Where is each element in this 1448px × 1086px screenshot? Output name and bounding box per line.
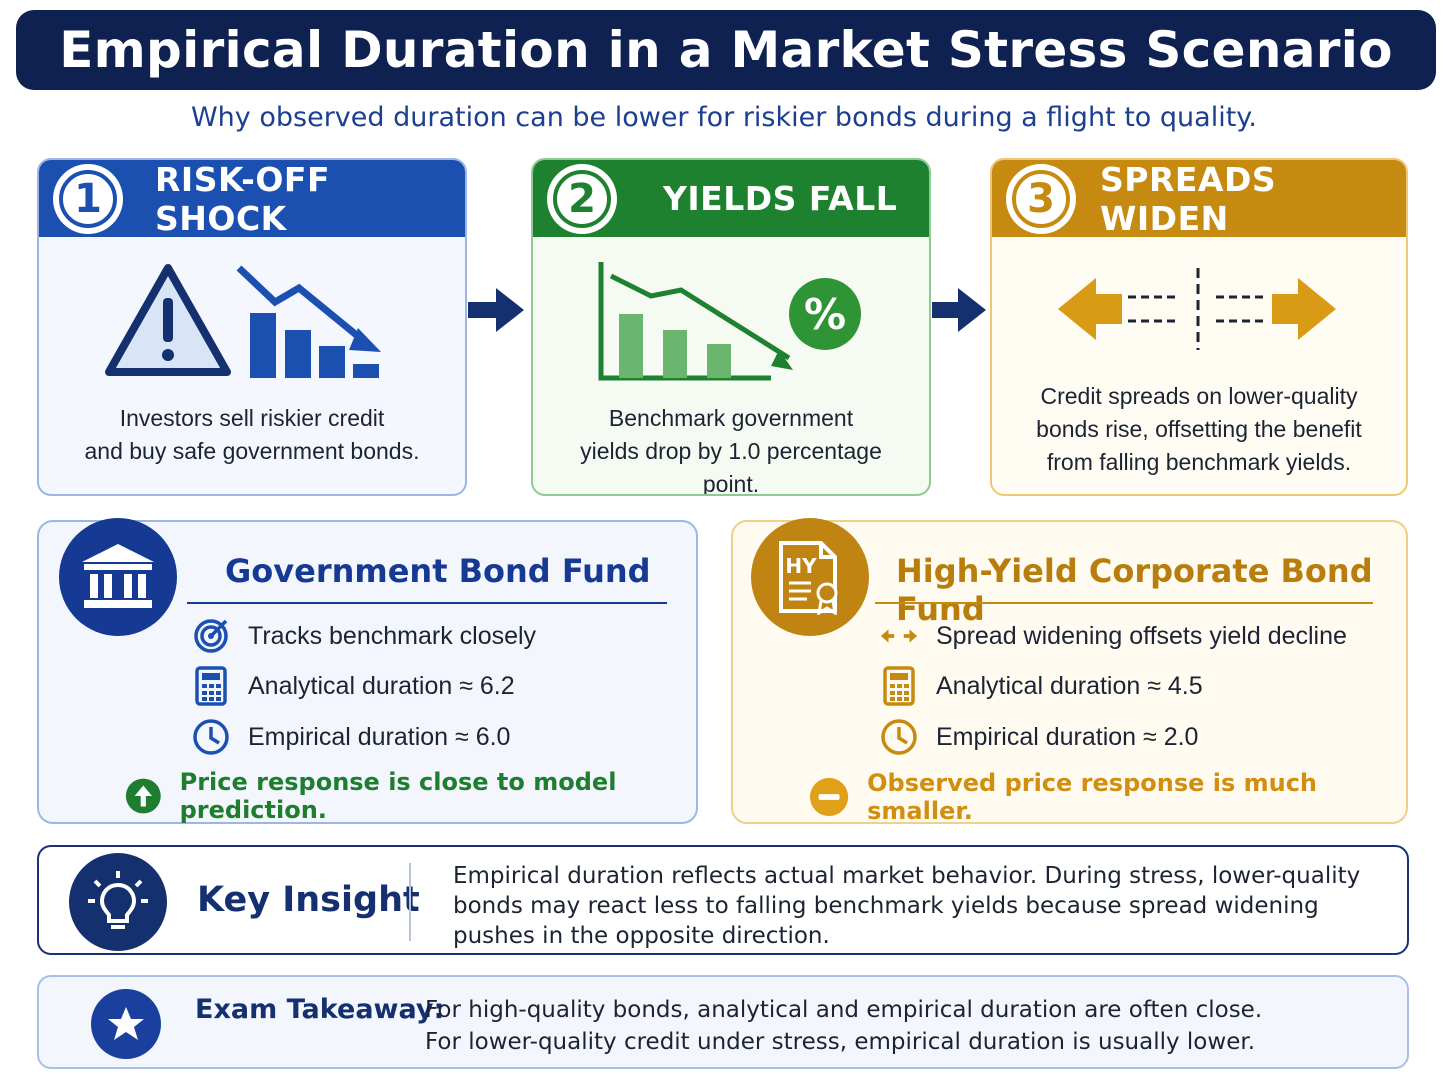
warning-falling-chart-icon (105, 264, 381, 378)
key-insight-label: Key Insight (197, 880, 420, 920)
fund-row-text: Empirical duration ≈ 6.0 (248, 722, 511, 751)
page-subtitle: Why observed duration can be lower for r… (190, 102, 1258, 133)
step-line: and buy safe government bonds. (84, 438, 420, 464)
step-card-spreads-widen: 3 SPREADS WIDEN Credit spreads on lower-… (990, 158, 1408, 496)
fund-row: Analytical duration ≈ 4.5 (879, 666, 1203, 706)
double-arrow-icon (879, 616, 919, 656)
step-header: 3 SPREADS WIDEN (992, 159, 1406, 238)
step-number-badge: 1 (53, 164, 123, 234)
exam-takeaway-line: For high-quality bonds, analytical and e… (425, 997, 1263, 1023)
step-card-risk-off-shock: 1 RISK-OFF SHOCK Investors sell riskier … (37, 158, 467, 496)
fund-row: Spread widening offsets yield decline (879, 616, 1347, 656)
fund-note: Price response is close to model predict… (125, 768, 696, 824)
step-description: Benchmark government yields drop by 1.0 … (533, 402, 929, 496)
hy-label: HY (785, 554, 817, 578)
step-description: Investors sell riskier credit and buy sa… (39, 402, 465, 468)
hy-certificate-icon: HY (751, 518, 869, 636)
bank-building-icon (59, 518, 177, 636)
divider (409, 863, 411, 941)
step-line: bonds rise, offsetting the benefit (1036, 416, 1362, 442)
high-yield-fund-panel: HY High-Yield Corporate Bond Fund Spread… (731, 518, 1408, 825)
step-header: 1 RISK-OFF SHOCK (39, 159, 465, 238)
star-icon (91, 989, 161, 1059)
fund-row-text: Spread widening offsets yield decline (936, 621, 1347, 650)
step-header: 2 YIELDS FALL (533, 160, 929, 237)
fund-row-text: Analytical duration ≈ 6.2 (248, 671, 515, 700)
step-line: Investors sell riskier credit (119, 405, 385, 431)
target-icon (191, 616, 231, 656)
clock-icon (879, 717, 919, 757)
government-bond-fund-panel: Government Bond Fund Tracks benchmark cl… (37, 518, 698, 824)
page-title: Empirical Duration in a Market Stress Sc… (59, 21, 1393, 79)
lightbulb-icon (69, 853, 167, 951)
fund-row: Tracks benchmark closely (191, 616, 536, 656)
step-line: Credit spreads on lower-quality (1040, 383, 1358, 409)
fund-note-text: Price response is close to model predict… (179, 768, 617, 824)
falling-yield-chart-icon: % (598, 262, 861, 381)
flow-arrow-icon (468, 288, 524, 332)
divider (187, 602, 667, 604)
key-insight-text: Empirical duration reflects actual marke… (453, 863, 1361, 949)
calculator-icon (191, 666, 231, 706)
exam-takeaway-line: For lower-quality credit under stress, e… (425, 1029, 1255, 1055)
percent-icon: % (804, 290, 846, 339)
title-bar: Empirical Duration in a Market Stress Sc… (16, 10, 1436, 90)
fund-row-text: Empirical duration ≈ 2.0 (936, 722, 1199, 751)
clock-icon (191, 717, 231, 757)
fund-row: Empirical duration ≈ 2.0 (879, 717, 1198, 757)
step-title: RISK-OFF SHOCK (155, 159, 330, 238)
key-insight-panel: Key Insight Empirical duration reflects … (37, 845, 1409, 955)
arrow-up-circle-icon (125, 778, 161, 814)
fund-row: Analytical duration ≈ 6.2 (191, 666, 515, 706)
fund-note-text: Observed price response is much smaller. (867, 769, 1318, 825)
fund-row-text: Analytical duration ≈ 4.5 (936, 671, 1203, 700)
step-title: SPREADS WIDEN (1100, 159, 1277, 238)
flow-arrow-icon (932, 288, 986, 332)
step-card-yields-fall: 2 YIELDS FALL % Benchmark government yie… (531, 158, 931, 496)
fund-title: High-Yield Corporate Bond Fund (896, 552, 1373, 628)
step-number-badge: 2 (547, 164, 617, 234)
step-line: Benchmark government (608, 405, 854, 431)
step-line: from falling benchmark yields. (1046, 449, 1352, 475)
minus-circle-icon (809, 777, 849, 817)
widening-arrows-icon (1058, 268, 1336, 350)
step-number-badge: 3 (1006, 164, 1076, 234)
fund-title: Government Bond Fund (225, 552, 651, 590)
step-line: yields drop by 1.0 percentage point. (580, 438, 882, 496)
exam-takeaway-panel: Exam Takeaway: For high-quality bonds, a… (37, 975, 1409, 1069)
step-description: Credit spreads on lower-quality bonds ri… (992, 380, 1406, 479)
fund-row-text: Tracks benchmark closely (248, 621, 537, 650)
fund-row: Empirical duration ≈ 6.0 (191, 717, 510, 757)
step-title: YIELDS FALL (663, 179, 898, 218)
fund-note: Observed price response is much smaller. (809, 769, 1406, 825)
calculator-icon (879, 666, 919, 706)
divider (875, 602, 1373, 604)
exam-takeaway-label: Exam Takeaway: (195, 994, 445, 1025)
